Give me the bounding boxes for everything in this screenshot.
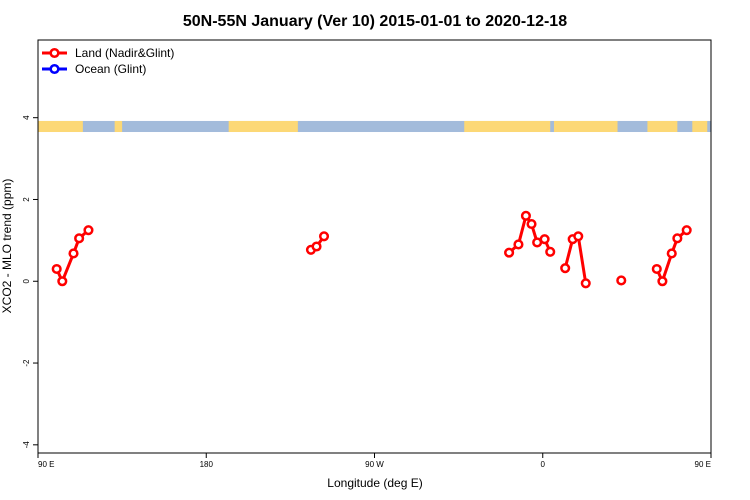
data-point xyxy=(580,278,591,289)
land-ocean-band xyxy=(38,120,711,133)
land-band-segment xyxy=(553,120,618,133)
data-point xyxy=(573,231,584,242)
y-tick-label: 4 xyxy=(22,115,31,120)
land-band-segment xyxy=(647,120,678,133)
data-point xyxy=(68,248,79,259)
data-point xyxy=(318,231,330,242)
x-tick-label: 90 W xyxy=(365,460,384,469)
y-tick-label: -2 xyxy=(22,359,31,367)
y-axis: -4 -2 0 2 4 xyxy=(22,115,38,448)
land-band-segment xyxy=(38,120,83,133)
land-band-segment xyxy=(114,120,123,133)
data-point xyxy=(545,246,556,257)
land-band-segment xyxy=(692,120,708,133)
data-point xyxy=(616,275,627,286)
legend-label: Ocean (Glint) xyxy=(75,62,146,76)
y-axis-label: XCO2 - MLO trend (ppm) xyxy=(0,179,14,314)
data-point xyxy=(672,233,683,244)
data-point xyxy=(560,263,571,274)
data-point xyxy=(657,276,668,287)
x-tick-label: 90 E xyxy=(38,460,54,469)
data-point xyxy=(539,234,550,245)
data-point xyxy=(51,263,62,275)
x-tick-label: 180 xyxy=(200,460,214,469)
y-tick-label: -4 xyxy=(22,441,31,449)
y-tick-label: 2 xyxy=(22,197,31,202)
data-point xyxy=(513,239,524,250)
data-point xyxy=(311,241,322,252)
legend-marker xyxy=(49,63,60,75)
data-point xyxy=(681,225,692,236)
data-point xyxy=(651,263,662,275)
data-point xyxy=(520,210,531,221)
data-point xyxy=(504,247,515,258)
x-tick-label: 0 xyxy=(541,460,546,469)
x-axis: 90 E 180 90 W 0 90 E xyxy=(37,453,712,469)
ocean-band xyxy=(38,120,711,133)
land-band-segment xyxy=(464,120,551,133)
y-tick-label: 0 xyxy=(22,278,31,283)
land-band-segment xyxy=(228,120,298,133)
data-point xyxy=(57,276,68,287)
data-point xyxy=(666,248,677,259)
legend-label: Land (Nadir&Glint) xyxy=(75,46,174,60)
legend: Land (Nadir&Glint) Ocean (Glint) xyxy=(42,46,174,76)
data-point xyxy=(83,225,94,236)
chart-title: 50N-55N January (Ver 10) 2015-01-01 to 2… xyxy=(183,13,567,30)
data-point xyxy=(74,233,85,244)
data-point xyxy=(526,218,537,230)
plot-frame xyxy=(37,39,712,454)
legend-marker xyxy=(49,47,60,59)
series-layer xyxy=(51,210,692,289)
x-tick-label: 90 E xyxy=(695,460,711,469)
x-axis-label: Longitude (deg E) xyxy=(327,476,422,490)
